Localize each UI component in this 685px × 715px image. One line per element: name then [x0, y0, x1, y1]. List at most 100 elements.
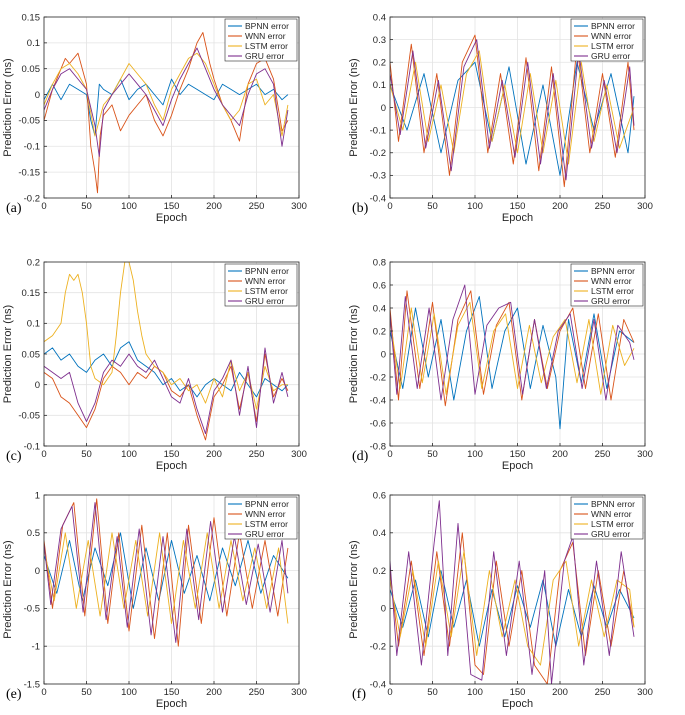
y-tick-label: -0.05: [18, 411, 40, 422]
chart-panel: 0 50 100 150 200 250 300 -0.2 -0.15 -0.1 -0.05 0 0.0…: [2, 12, 307, 224]
y-tick-label: 0: [35, 380, 40, 391]
x-tick-label: 200: [552, 201, 568, 212]
legend-entry-wnn: WNN error: [591, 509, 632, 519]
x-tick-label: 50: [81, 687, 92, 698]
legend-entry-lstm: LSTM error: [245, 286, 288, 296]
y-tick-label: -0.6: [370, 418, 386, 429]
legend-entry-bpnn: BPNN error: [591, 21, 635, 31]
x-tick-label: 250: [249, 449, 265, 460]
y-tick-label: -0.5: [24, 604, 40, 615]
series-line-gru: [390, 500, 635, 684]
y-tick-label: 1: [35, 490, 40, 501]
y-tick-label: 0: [381, 103, 386, 114]
x-tick-label: 250: [595, 201, 611, 212]
series-line-bpnn: [390, 296, 635, 430]
series-line-wnn: [44, 353, 289, 441]
x-tick-label: 50: [427, 201, 438, 212]
legend-entry-bpnn: BPNN error: [245, 499, 289, 509]
legend-entry-gru: GRU error: [245, 529, 284, 539]
x-tick-label: 300: [637, 687, 653, 698]
y-tick-label: 0.05: [22, 64, 41, 75]
y-tick-label: -0.4: [370, 193, 386, 204]
y-tick-label: -0.2: [370, 372, 386, 383]
x-tick-label: 250: [595, 449, 611, 460]
y-tick-label: -0.3: [370, 171, 386, 182]
x-tick-label: 150: [510, 201, 526, 212]
legend-entry-wnn: WNN error: [591, 31, 632, 41]
series-line-lstm: [390, 301, 635, 395]
y-tick-label: 0.1: [27, 319, 40, 330]
x-tick-label: 150: [164, 687, 180, 698]
legend-entry-wnn: WNN error: [245, 31, 286, 41]
x-axis-label: Epoch: [502, 460, 533, 472]
x-axis-label: Epoch: [156, 212, 187, 224]
series-line-lstm: [390, 551, 635, 666]
x-tick-label: 0: [387, 201, 392, 212]
y-tick-label: 0.6: [373, 490, 386, 501]
series-line-gru: [390, 284, 635, 401]
panel-label: (a): [6, 201, 22, 216]
series-line-wnn: [390, 532, 635, 684]
y-tick-label: 0.15: [22, 288, 41, 299]
y-tick-label: 0.6: [373, 280, 386, 291]
x-axis-label: Epoch: [502, 698, 533, 710]
y-tick-label: -1.5: [24, 679, 40, 690]
y-tick-label: 0.4: [373, 12, 386, 23]
series-line-gru: [390, 39, 635, 181]
legend-entry-lstm: LSTM error: [591, 286, 634, 296]
y-axis-label: Prediction Error (ns): [2, 58, 14, 156]
y-tick-label: 0.5: [27, 528, 40, 539]
y-tick-label: 0.8: [373, 257, 386, 268]
legend-entry-bpnn: BPNN error: [591, 499, 635, 509]
legend-entry-gru: GRU error: [591, 529, 630, 539]
x-tick-label: 200: [206, 687, 222, 698]
panel-label: (b): [352, 201, 369, 216]
y-tick-label: -1: [32, 642, 40, 653]
legend-entry-bpnn: BPNN error: [591, 266, 635, 276]
legend-entry-gru: GRU error: [591, 296, 630, 306]
x-tick-label: 300: [291, 687, 307, 698]
x-tick-label: 50: [81, 201, 92, 212]
legend-entry-wnn: WNN error: [245, 276, 286, 286]
y-axis-label: Prediction Error (ns): [2, 305, 14, 403]
x-tick-label: 200: [552, 687, 568, 698]
x-tick-label: 0: [41, 449, 46, 460]
x-tick-label: 150: [510, 687, 526, 698]
x-tick-label: 150: [510, 449, 526, 460]
y-tick-label: 0.2: [373, 566, 386, 577]
y-tick-label: 0: [35, 90, 40, 101]
y-tick-label: -0.1: [24, 142, 40, 153]
y-tick-label: 0.3: [373, 35, 386, 46]
y-tick-label: -0.2: [24, 193, 40, 204]
x-tick-label: 200: [552, 449, 568, 460]
legend-entry-lstm: LSTM error: [591, 519, 634, 529]
legend-entry-gru: GRU error: [245, 296, 284, 306]
chart-panel: 0 50 100 150 200 250 300 -1.5 -1 -0.5 0 0.5 1 Epoch Pr…: [2, 490, 307, 710]
x-tick-label: 0: [41, 201, 46, 212]
x-tick-label: 250: [595, 687, 611, 698]
series-line-wnn: [390, 34, 635, 188]
x-tick-label: 150: [164, 201, 180, 212]
x-tick-label: 100: [121, 687, 137, 698]
legend-entry-lstm: LSTM error: [591, 41, 634, 51]
series-line-bpnn: [44, 532, 289, 609]
chart-panel: 0 50 100 150 200 250 300 -0.4 -0.2 0 0.2 0.4 0.6 Epoc…: [348, 490, 653, 710]
legend-entry-gru: GRU error: [245, 51, 284, 61]
x-tick-label: 100: [121, 449, 137, 460]
y-tick-label: 0.4: [373, 303, 386, 314]
y-tick-label: 0: [381, 604, 386, 615]
y-axis-label: Prediction Error (ns): [348, 58, 360, 156]
y-axis-label: Prediction Error (ns): [2, 540, 14, 638]
y-tick-label: 0.4: [373, 528, 386, 539]
x-tick-label: 300: [291, 449, 307, 460]
x-tick-label: 150: [164, 449, 180, 460]
y-tick-label: 0: [381, 349, 386, 360]
series-line-wnn: [44, 498, 289, 647]
x-tick-label: 200: [206, 201, 222, 212]
x-tick-label: 100: [467, 687, 483, 698]
series-line-lstm: [44, 262, 288, 410]
x-tick-label: 250: [249, 201, 265, 212]
y-tick-label: 0: [35, 566, 40, 577]
